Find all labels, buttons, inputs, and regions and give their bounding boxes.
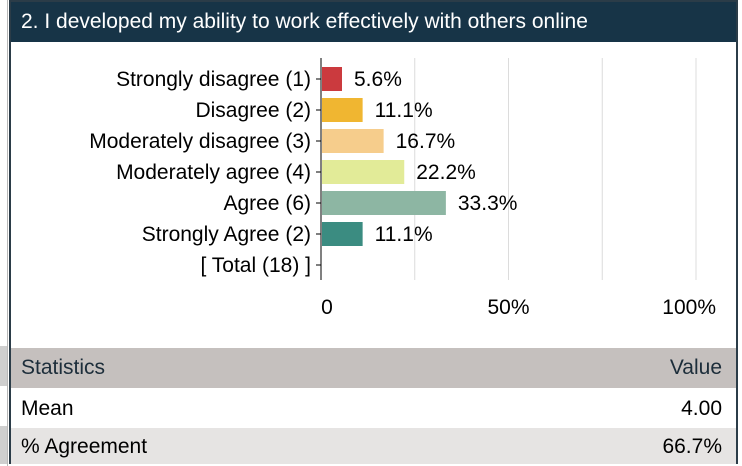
question-title: 2. I developed my ability to work effect…: [11, 2, 736, 42]
bar: [322, 191, 446, 215]
bar: [322, 222, 363, 246]
statistics-row-value: 66.7%: [662, 435, 722, 458]
statistics-row-label: Mean: [21, 397, 74, 420]
statistics-header-value: Value: [669, 356, 722, 379]
value-label: 33.3%: [458, 192, 518, 215]
value-label: 16.7%: [396, 130, 456, 153]
category-label: Disagree (2): [195, 99, 311, 122]
bar-chart: Strongly disagree (1) 5.6% Disagree (2) 11.…: [89, 58, 716, 319]
bar: [322, 160, 405, 184]
category-label: Moderately agree (4): [116, 161, 311, 184]
category-label: Strongly Agree (2): [142, 223, 311, 246]
bar: [322, 129, 384, 153]
value-label: 22.2%: [416, 161, 476, 184]
value-label: 5.6%: [354, 68, 402, 91]
statistics-row-agreement: % Agreement 66.7%: [11, 426, 736, 464]
statistics-row-value: 4.00: [681, 397, 722, 420]
value-label: 11.1%: [375, 223, 433, 246]
category-label: Moderately disagree (3): [89, 130, 311, 153]
category-label: Agree (6): [223, 192, 311, 215]
statistics-row-label: % Agreement: [21, 435, 148, 458]
x-tick-label: 0: [321, 296, 333, 319]
bar: [322, 67, 342, 91]
category-label: [ Total (18) ]: [201, 254, 312, 277]
bar: [322, 98, 363, 122]
statistics-header-row: Statistics Value: [11, 348, 736, 388]
statistics-header-label: Statistics: [21, 356, 106, 379]
left-panel-edge: [0, 0, 8, 466]
x-tick-label: 50%: [487, 296, 529, 319]
statistics-row-mean: Mean 4.00: [11, 388, 736, 426]
question-panel: 2. I developed my ability to work effect…: [9, 0, 738, 464]
x-tick-label: 100%: [662, 296, 716, 319]
category-label: Strongly disagree (1): [116, 68, 311, 91]
value-label: 11.1%: [375, 99, 433, 122]
statistics-table: Statistics Value Mean 4.00 % Agreement 6…: [11, 348, 736, 464]
